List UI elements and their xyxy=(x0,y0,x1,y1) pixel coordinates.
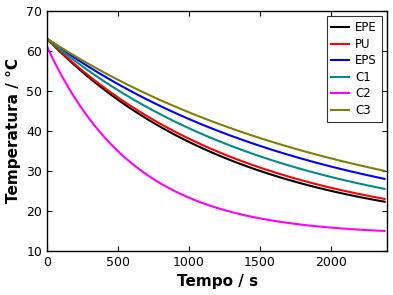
PU xyxy=(197,142,202,145)
PU xyxy=(270,170,275,173)
EPS xyxy=(197,122,202,125)
C3 xyxy=(244,132,248,135)
Line: EPE: EPE xyxy=(47,39,385,202)
C1 xyxy=(131,98,136,101)
EPS xyxy=(131,91,136,94)
C2 xyxy=(105,138,109,142)
C2 xyxy=(197,200,202,204)
EPE xyxy=(45,37,50,40)
Legend: EPE, PU, EPS, C1, C2, C3: EPE, PU, EPS, C1, C2, C3 xyxy=(327,17,382,122)
PU xyxy=(131,106,136,110)
C1 xyxy=(299,167,303,171)
C3 xyxy=(197,115,202,118)
C2 xyxy=(299,223,303,226)
C3 xyxy=(105,72,109,76)
C1 xyxy=(197,131,202,135)
EPE xyxy=(299,182,303,185)
Y-axis label: Temperatura / °C: Temperatura / °C xyxy=(6,58,20,203)
EPE xyxy=(244,164,248,168)
PU xyxy=(299,178,303,182)
Line: C3: C3 xyxy=(47,39,385,171)
EPS xyxy=(244,139,248,143)
EPE xyxy=(270,173,275,177)
EPS xyxy=(299,157,303,160)
EPS xyxy=(105,76,109,79)
C3 xyxy=(270,140,275,144)
C1 xyxy=(270,159,275,162)
C1 xyxy=(45,37,50,40)
EPE xyxy=(197,145,202,149)
C3 xyxy=(299,149,303,152)
C3 xyxy=(382,169,387,173)
C3 xyxy=(131,86,136,89)
Line: PU: PU xyxy=(47,39,385,199)
EPE xyxy=(382,200,387,204)
Line: C2: C2 xyxy=(47,47,385,231)
C2 xyxy=(45,45,50,48)
EPE xyxy=(105,90,109,93)
C1 xyxy=(105,81,109,85)
EPS xyxy=(382,177,387,181)
PU xyxy=(45,37,50,40)
Line: EPS: EPS xyxy=(47,39,385,179)
C1 xyxy=(244,150,248,153)
EPS xyxy=(270,148,275,152)
PU xyxy=(105,88,109,91)
PU xyxy=(244,161,248,164)
X-axis label: Tempo / s: Tempo / s xyxy=(176,274,258,289)
EPS xyxy=(45,37,50,40)
C2 xyxy=(244,214,248,217)
C2 xyxy=(382,229,387,233)
C3 xyxy=(45,37,50,40)
EPE xyxy=(131,109,136,112)
C1 xyxy=(382,187,387,191)
C2 xyxy=(270,219,275,222)
Line: C1: C1 xyxy=(47,39,385,189)
C2 xyxy=(131,163,136,167)
PU xyxy=(382,197,387,201)
